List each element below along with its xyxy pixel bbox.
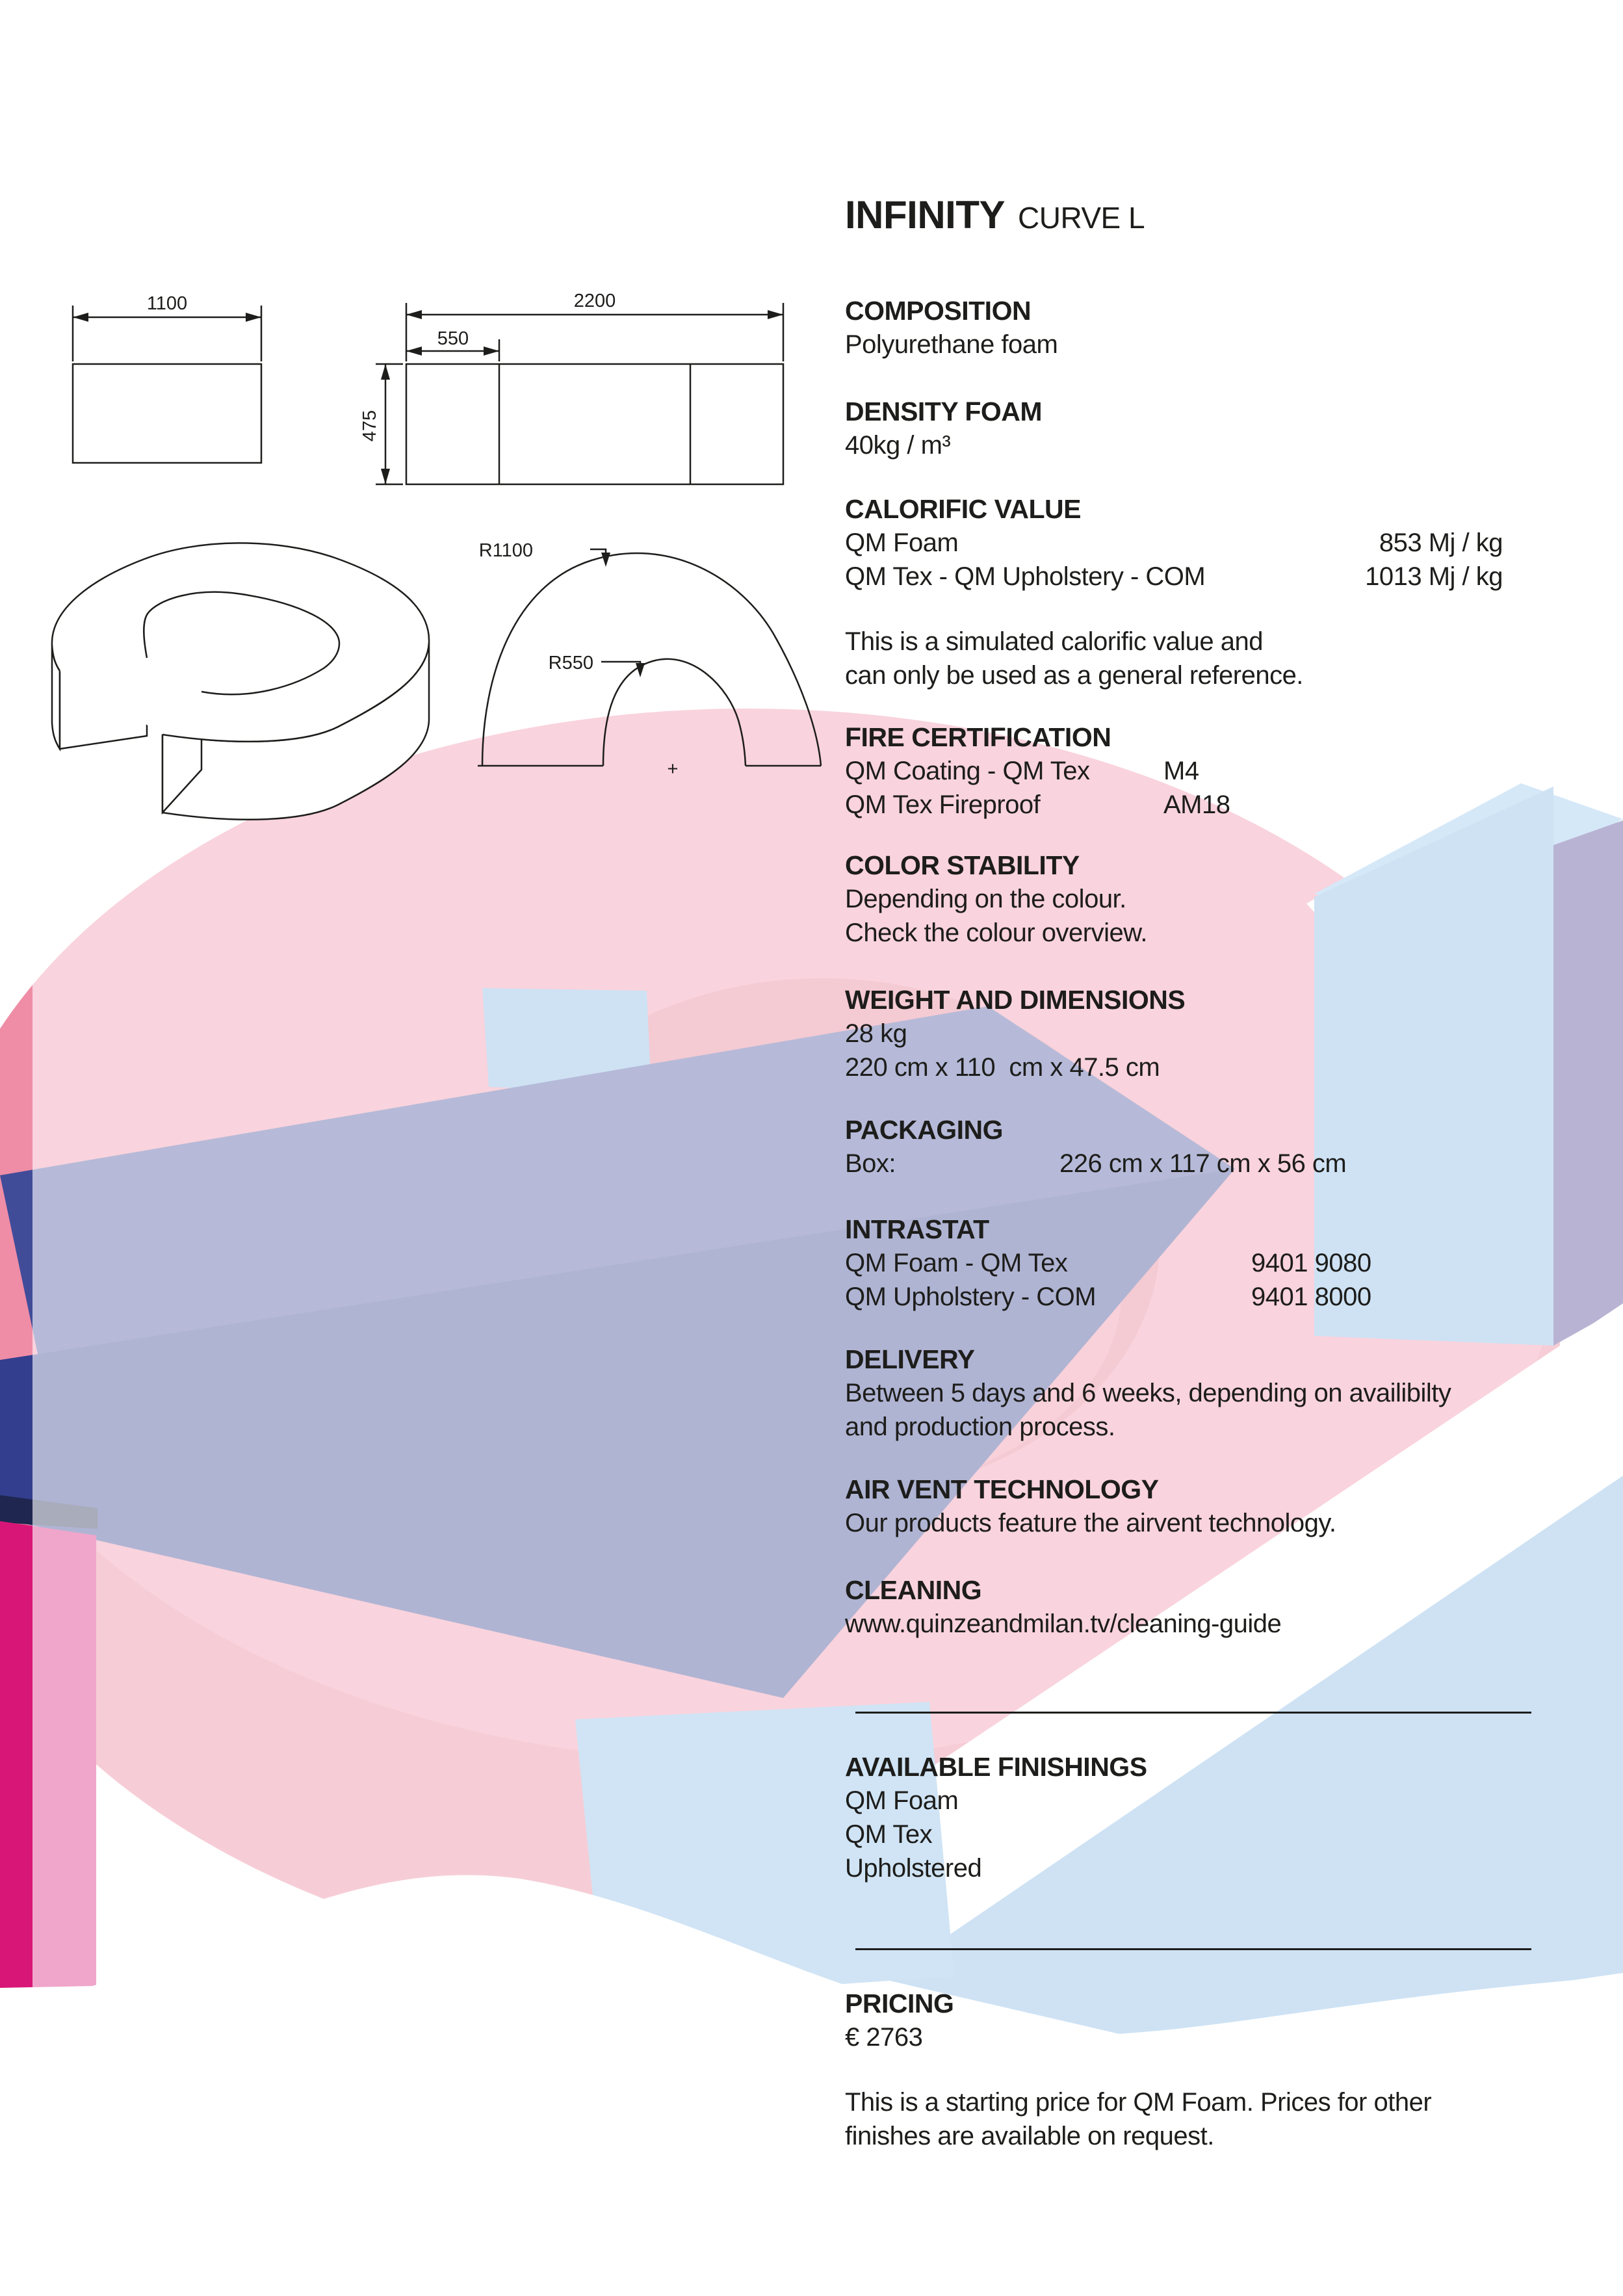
section-heading: CALORIFIC VALUE — [845, 494, 1082, 524]
row-label: QM Coating - QM Tex — [845, 757, 1090, 785]
divider — [855, 1712, 1531, 1714]
product-name: INFINITY — [845, 193, 1006, 237]
section-note: This is a simulated calorific value and — [845, 627, 1264, 656]
row-value: 1013 Mj / kg — [1365, 562, 1503, 591]
spec-row: QM Upholstery - COM 9401 8000 — [845, 1280, 1602, 1314]
section-composition: COMPOSITION Polyurethane foam — [845, 294, 1602, 361]
product-variant: CURVE L — [1018, 201, 1145, 235]
plan-view — [478, 548, 822, 767]
price-value: € 2763 — [845, 2023, 923, 2052]
center-mark: + — [668, 759, 679, 779]
row-value: 226 cm x 117 cm x 56 cm — [1059, 1149, 1347, 1178]
section-text: QM Tex — [845, 1820, 933, 1849]
section-heading: FIRE CERTIFICATION — [845, 722, 1111, 752]
section-text: 220 cm x 110 cm x 47.5 cm — [845, 1053, 1160, 1082]
section-cleaning: CLEANING www.quinzeandmilan.tv/cleaning-… — [845, 1573, 1602, 1641]
section-text: and production process. — [845, 1413, 1115, 1441]
divider — [855, 1948, 1531, 1950]
front-small-outline — [71, 363, 263, 464]
section-airvent: AIR VENT TECHNOLOGY Our products feature… — [845, 1472, 1602, 1540]
section-heading: COLOR STABILITY — [845, 850, 1080, 880]
spec-row: QM Foam 853 Mj / kg — [845, 526, 1503, 560]
section-delivery: DELIVERY Between 5 days and 6 weeks, dep… — [845, 1342, 1602, 1444]
row-label: QM Foam - QM Tex — [845, 1249, 1068, 1277]
section-heading: DELIVERY — [845, 1344, 975, 1374]
dim-2200-label: 2200 — [574, 291, 616, 311]
row-label: Box: — [845, 1149, 896, 1178]
pricing-note: finishes are available on request. — [845, 2122, 1214, 2150]
row-label: QM Upholstery - COM — [845, 1283, 1097, 1311]
spec-row: Box: 226 cm x 117 cm x 56 cm — [845, 1147, 1602, 1181]
spec-row: QM Coating - QM Tex M4 — [845, 754, 1602, 788]
section-color-stability: COLOR STABILITY Depending on the colour.… — [845, 848, 1602, 950]
spec-row: QM Tex Fireproof AM18 — [845, 788, 1602, 822]
section-heading: DENSITY FOAM — [845, 397, 1043, 426]
section-heading: COMPOSITION — [845, 296, 1032, 326]
cleaning-guide-url[interactable]: www.quinzeandmilan.tv/cleaning-guide — [845, 1610, 1282, 1638]
row-label: QM Foam — [845, 528, 959, 557]
section-fire: FIRE CERTIFICATION QM Coating - QM Tex M… — [845, 720, 1602, 822]
section-heading: CLEANING — [845, 1575, 982, 1605]
front-large-outline — [405, 363, 785, 486]
section-density: DENSITY FOAM 40kg / m³ — [845, 395, 1602, 462]
pricing-note: This is a starting price for QM Foam. Pr… — [845, 2088, 1432, 2117]
row-value: AM18 — [1163, 790, 1230, 819]
spec-row: QM Tex - QM Upholstery - COM 1013 Mj / k… — [845, 560, 1503, 594]
page-title: INFINITY CURVE L — [845, 192, 1145, 237]
section-text: Check the colour overview. — [845, 919, 1148, 947]
row-label: QM Tex Fireproof — [845, 790, 1041, 819]
section-calorific: CALORIFIC VALUE QM Foam 853 Mj / kg QM T… — [845, 492, 1602, 692]
section-note: can only be used as a general reference. — [845, 661, 1303, 690]
technical-drawings: 1100 2200 550 475 R1100 R550 + — [51, 291, 822, 820]
row-value: 853 Mj / kg — [1379, 528, 1503, 557]
section-finishings: AVAILABLE FINISHINGS QM Foam QM Tex Upho… — [845, 1750, 1602, 1885]
section-text: 28 kg — [845, 1019, 907, 1048]
dim-550-label: 550 — [437, 328, 469, 349]
spec-row: QM Foam - QM Tex 9401 9080 — [845, 1246, 1602, 1280]
isometric-view — [51, 542, 430, 820]
section-text: Depending on the colour. — [845, 885, 1126, 913]
section-heading: INTRASTAT — [845, 1214, 989, 1244]
row-value: M4 — [1163, 757, 1199, 785]
section-pricing: PRICING € 2763 This is a starting price … — [845, 1987, 1602, 2153]
section-heading: WEIGHT AND DIMENSIONS — [845, 985, 1186, 1015]
section-text: Our products feature the airvent technol… — [845, 1509, 1336, 1537]
dim-475-label: 475 — [359, 410, 380, 441]
section-heading: PACKAGING — [845, 1115, 1004, 1145]
row-value: 9401 9080 — [1251, 1249, 1371, 1277]
section-text: 40kg / m³ — [845, 431, 951, 460]
section-intrastat: INTRASTAT QM Foam - QM Tex 9401 9080 QM … — [845, 1212, 1602, 1314]
white-wash-overlay — [32, 0, 1623, 2296]
section-heading: AVAILABLE FINISHINGS — [845, 1752, 1147, 1782]
dim-1100-label: 1100 — [147, 293, 187, 314]
section-packaging: PACKAGING Box: 226 cm x 117 cm x 56 cm — [845, 1113, 1602, 1181]
section-text: Between 5 days and 6 weeks, depending on… — [845, 1379, 1451, 1407]
row-label: QM Tex - QM Upholstery - COM — [845, 562, 1206, 591]
section-heading: AIR VENT TECHNOLOGY — [845, 1474, 1159, 1504]
radius-r550-label: R550 — [549, 653, 593, 673]
section-text: Upholstered — [845, 1854, 982, 1883]
section-text: Polyurethane foam — [845, 330, 1058, 359]
section-text: QM Foam — [845, 1786, 959, 1815]
row-value: 9401 8000 — [1251, 1283, 1371, 1311]
section-heading: PRICING — [845, 1989, 954, 2018]
section-weight-dimensions: WEIGHT AND DIMENSIONS 28 kg 220 cm x 110… — [845, 983, 1602, 1084]
radius-r1100-label: R1100 — [479, 540, 533, 561]
